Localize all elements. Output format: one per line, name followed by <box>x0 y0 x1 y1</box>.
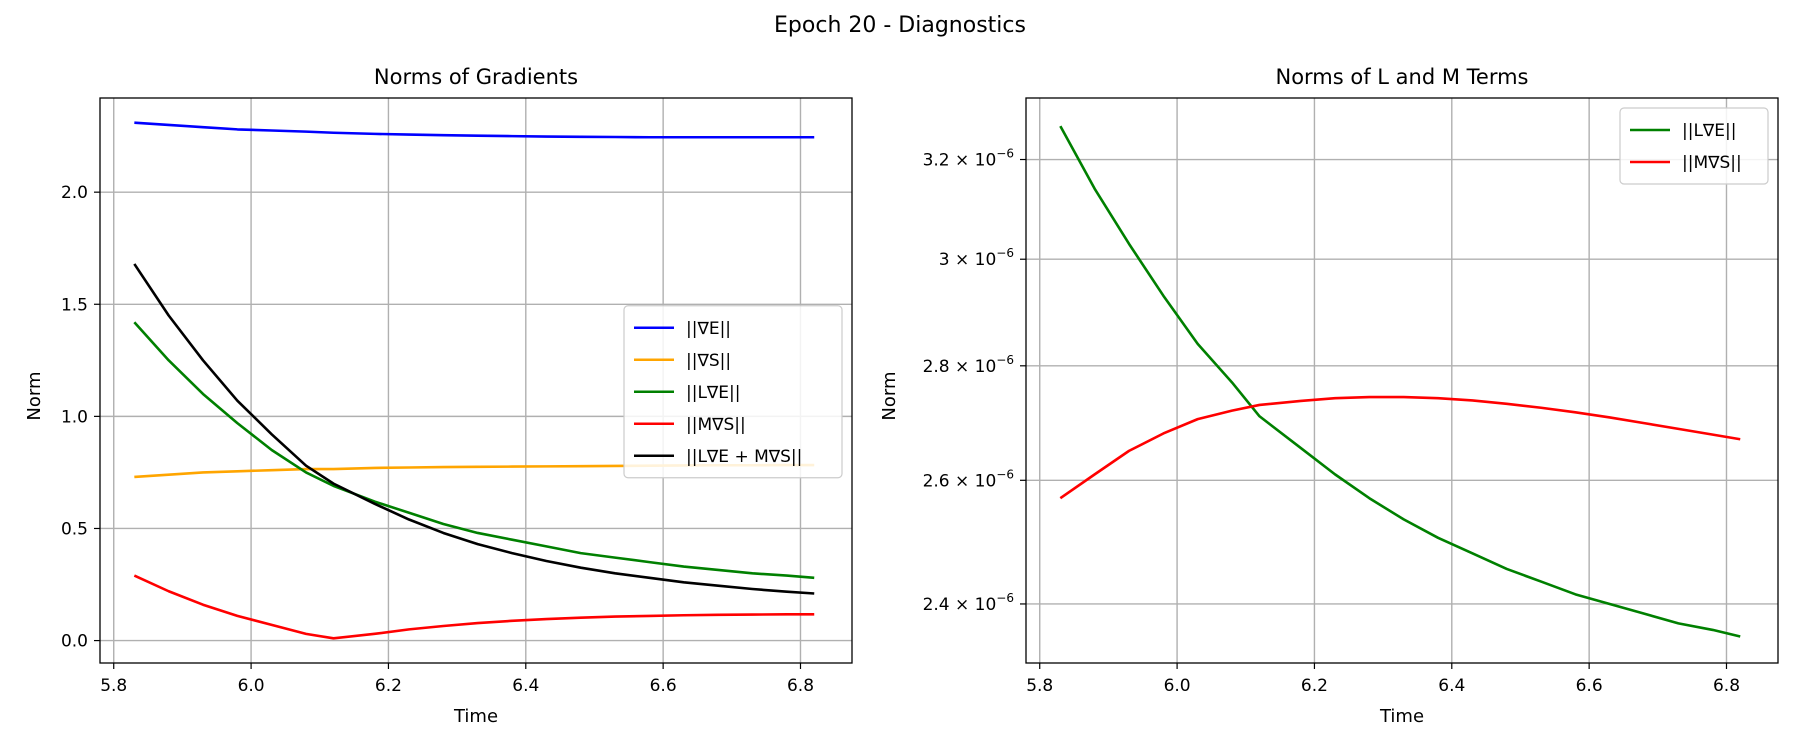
y-tick-label: 2.4 × 10−6 <box>923 591 1014 615</box>
x-tick-label: 5.8 <box>1026 676 1053 696</box>
x-tick-label: 6.0 <box>238 676 265 696</box>
x-tick-label: 5.8 <box>100 676 127 696</box>
series-line <box>1059 395 1741 500</box>
x-tick-label: 6.4 <box>1438 676 1465 696</box>
series-line <box>133 574 815 640</box>
chart-lm-terms: Norms of L and M Terms Time Norm 5.8 6.0 6… <box>879 65 1779 727</box>
figure-suptitle: Epoch 20 - Diagnostics <box>774 13 1026 38</box>
legend: ||∇E|| ||∇S|| ||L∇E|| ||M∇S|| ||L∇E + M∇S|| <box>623 305 843 479</box>
chart-gradients-title: Norms of Gradients <box>374 65 578 89</box>
y-tick-label: 1.0 <box>61 407 88 427</box>
legend-label: ||∇S|| <box>686 351 731 371</box>
legend: ||L∇E|| ||M∇S|| <box>1619 107 1769 185</box>
series-line <box>1059 125 1741 638</box>
chart-gradients: Norms of Gradients Time Norm 5.8 6.0 6.2 6.… <box>24 65 853 727</box>
legend-box <box>623 305 843 479</box>
legend-label: ||M∇S|| <box>686 415 746 435</box>
legend-label: ||∇E|| <box>686 319 731 339</box>
chart-lm-terms-ylabel: Norm <box>879 371 900 420</box>
legend-label: ||L∇E + M∇S|| <box>686 447 802 467</box>
x-tick-label: 6.0 <box>1164 676 1191 696</box>
series-line <box>133 263 815 595</box>
y-tick-label: 0.5 <box>61 519 88 539</box>
y-tick-label: 3.2 × 10−6 <box>923 147 1014 171</box>
legend-label: ||L∇E|| <box>1682 121 1737 141</box>
legend-box <box>1619 107 1769 185</box>
x-tick-label: 6.8 <box>787 676 814 696</box>
y-tick-label: 1.5 <box>61 295 88 315</box>
y-tick-label: 3 × 10−6 <box>939 246 1014 270</box>
chart-lm-terms-title: Norms of L and M Terms <box>1275 65 1528 89</box>
y-tick-label: 0.0 <box>61 632 88 652</box>
x-tick-label: 6.8 <box>1713 676 1740 696</box>
y-tick-label: 2.0 <box>61 183 88 203</box>
y-tick-label: 2.8 × 10−6 <box>923 353 1014 377</box>
series-line <box>134 121 815 139</box>
chart-gradients-ylabel: Norm <box>24 371 45 420</box>
y-tick-label: 2.6 × 10−6 <box>923 467 1014 491</box>
chart-lm-terms-xlabel: Time <box>1379 706 1424 727</box>
chart-gradients-plot-area: 5.8 6.0 6.2 6.4 6.6 6.80.00.51.01.52.0||∇E|||… <box>61 97 853 696</box>
chart-gradients-xlabel: Time <box>453 706 498 727</box>
x-tick-label: 6.6 <box>650 676 677 696</box>
x-tick-label: 6.2 <box>375 676 402 696</box>
legend-label: ||M∇S|| <box>1682 153 1742 173</box>
series-line <box>133 321 815 580</box>
x-tick-label: 6.6 <box>1576 676 1603 696</box>
axes-frame <box>99 97 853 664</box>
axes-frame <box>1025 97 1779 664</box>
chart-lm-terms-plot-area: 5.8 6.0 6.2 6.4 6.6 6.8 2.4 × 10−6 2.6 × 10−6 2.… <box>923 97 1779 696</box>
x-tick-label: 6.2 <box>1301 676 1328 696</box>
x-tick-label: 6.4 <box>512 676 539 696</box>
legend-label: ||L∇E|| <box>686 383 741 403</box>
